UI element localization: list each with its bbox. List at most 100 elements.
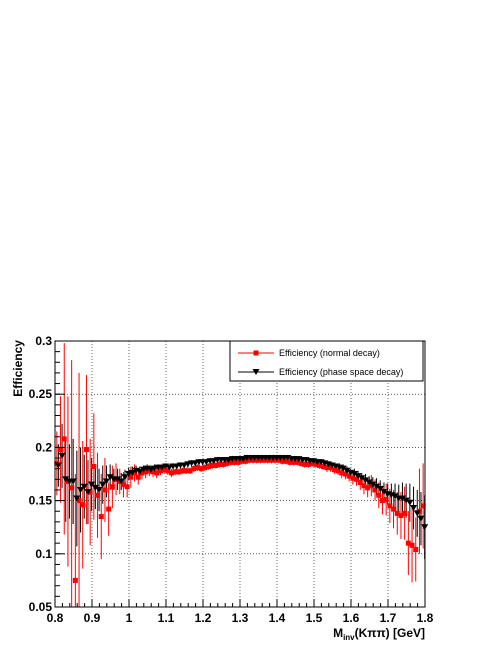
data-point-normal xyxy=(368,483,374,489)
data-point-normal xyxy=(217,461,223,467)
data-point-phase xyxy=(128,469,136,476)
x-axis-title-rest: (Kππ) [GeV] xyxy=(355,626,425,640)
x-tick-label: 1.5 xyxy=(306,611,323,625)
data-point-normal xyxy=(383,497,389,503)
data-point-normal xyxy=(339,470,345,476)
data-point-normal xyxy=(265,457,271,463)
x-tick-label: 1.7 xyxy=(380,611,397,625)
data-point-normal xyxy=(309,460,315,466)
y-tick-label: 0.05 xyxy=(29,600,53,614)
data-point-normal xyxy=(302,461,308,467)
data-point-normal xyxy=(183,468,189,474)
data-point-normal xyxy=(235,459,241,465)
data-point-normal xyxy=(58,447,64,453)
data-point-normal xyxy=(413,547,419,553)
data-point-phase xyxy=(80,483,88,490)
data-point-normal xyxy=(180,468,186,474)
data-point-normal xyxy=(376,492,382,498)
data-point-normal xyxy=(391,506,397,512)
x-tick-label: 1.1 xyxy=(158,611,175,625)
data-point-normal xyxy=(257,457,263,463)
data-point-phase xyxy=(361,477,369,484)
y-axis-title: Efficiency xyxy=(11,340,25,397)
data-point-phase xyxy=(413,510,421,517)
data-point-normal xyxy=(132,470,138,476)
data-point-normal xyxy=(106,506,112,512)
data-point-phase xyxy=(91,484,99,491)
data-point-normal xyxy=(331,467,337,473)
data-point-normal xyxy=(128,474,134,480)
data-point-normal xyxy=(191,466,197,472)
data-point-normal xyxy=(139,470,145,476)
x-axis-title-main: M xyxy=(333,626,343,640)
data-point-phase xyxy=(373,483,381,490)
data-point-normal xyxy=(305,461,311,467)
data-point-normal xyxy=(206,464,212,470)
data-point-normal xyxy=(209,462,215,468)
data-point-normal xyxy=(161,467,167,473)
data-point-normal xyxy=(361,483,367,489)
data-point-normal xyxy=(320,464,326,470)
y-tick-label: 0.2 xyxy=(35,440,52,454)
data-point-normal xyxy=(72,577,78,583)
data-point-normal xyxy=(357,480,363,486)
y-tick-label: 0.1 xyxy=(35,547,52,561)
x-tick-label: 1.3 xyxy=(232,611,249,625)
data-point-normal xyxy=(379,498,385,504)
data-point-normal xyxy=(228,459,234,465)
data-point-phase xyxy=(339,465,347,472)
data-point-normal xyxy=(298,460,304,466)
x-tick-label: 1.8 xyxy=(417,611,434,625)
data-point-normal xyxy=(98,514,104,520)
y-tick-label: 0.25 xyxy=(29,387,53,401)
tick-labels: 0.8 0.9 1 1.1 1.2 1.3 1.4 1.5 1.6 1.7 1.8 0.05 0.1 0.… xyxy=(29,334,434,625)
data-point-normal xyxy=(387,503,393,509)
data-point-phase xyxy=(354,473,362,480)
data-point-normal xyxy=(317,462,323,468)
axis-ticks xyxy=(54,340,426,608)
data-point-normal xyxy=(176,469,182,475)
data-point-normal xyxy=(239,458,245,464)
legend-marker-normal xyxy=(253,350,259,356)
data-point-normal xyxy=(287,459,293,465)
legend-label-normal: Efficiency (normal decay) xyxy=(279,348,380,358)
data-point-normal xyxy=(291,459,297,465)
data-point-phase xyxy=(62,476,70,483)
data-point-normal xyxy=(91,464,97,470)
x-tick-label: 1.4 xyxy=(269,611,286,625)
data-point-normal xyxy=(276,457,282,463)
x-axis-title: Minv(Kππ) [GeV] xyxy=(333,626,425,642)
data-point-phase xyxy=(369,481,377,488)
data-point-normal xyxy=(402,510,408,516)
data-point-normal xyxy=(224,460,230,466)
data-point-normal xyxy=(146,468,152,474)
x-tick-label: 1.6 xyxy=(343,611,360,625)
data-point-normal xyxy=(294,459,300,465)
data-point-phase xyxy=(102,478,110,485)
data-point-normal xyxy=(405,540,411,546)
data-point-normal xyxy=(187,468,193,474)
data-point-phase xyxy=(136,468,144,475)
data-point-normal xyxy=(154,470,160,476)
data-point-normal xyxy=(313,461,319,467)
data-point-normal xyxy=(198,466,204,472)
data-point-phase xyxy=(376,485,384,492)
data-point-normal xyxy=(350,475,356,481)
data-point-normal xyxy=(120,482,126,488)
data-point-phase xyxy=(121,474,129,481)
data-point-phase xyxy=(117,478,125,485)
data-point-normal xyxy=(354,476,360,482)
y-tick-label: 0.3 xyxy=(35,334,52,348)
data-point-phase xyxy=(69,478,77,485)
data-point-normal xyxy=(324,465,330,471)
data-point-normal xyxy=(172,469,178,475)
data-point-normal xyxy=(246,457,252,463)
data-point-normal xyxy=(194,465,200,471)
data-point-normal xyxy=(342,471,348,477)
data-point-normal xyxy=(109,484,115,490)
legend-marker-phase xyxy=(252,369,260,375)
y-tick-label: 0.15 xyxy=(29,494,53,508)
legend: Efficiency (normal decay) Efficiency (ph… xyxy=(229,340,424,382)
data-point-normal xyxy=(169,470,175,476)
